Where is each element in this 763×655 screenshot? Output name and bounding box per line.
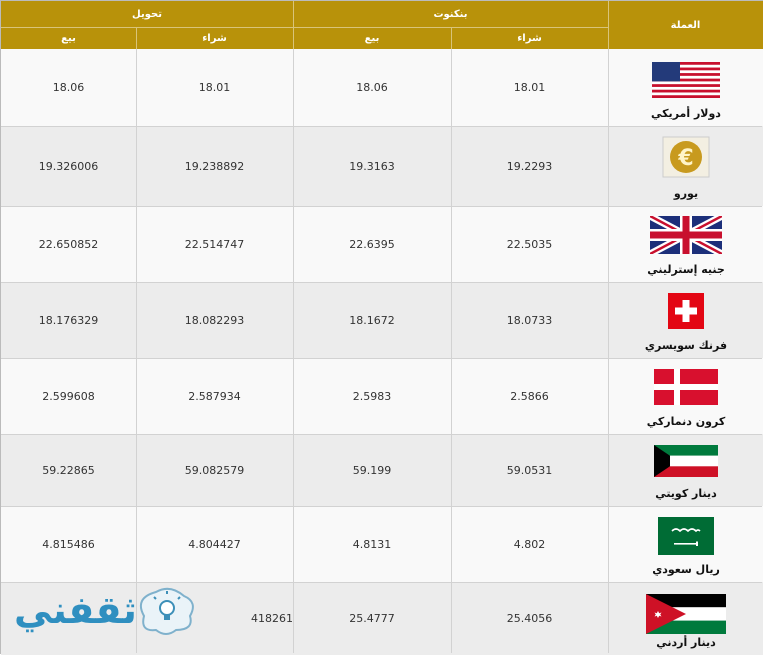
table-row: 19.326006 19.238892 19.3163 19.2293 € يو… xyxy=(1,126,763,206)
table-row: 18.176329 18.082293 18.1672 18.0733 فرنك… xyxy=(1,282,763,358)
currency-name: دينار كويتي xyxy=(655,487,717,500)
currency-name: دولار أمريكي xyxy=(651,107,721,120)
table-row: 59.22865 59.082579 59.199 59.0531 دينار … xyxy=(1,434,763,506)
currency-name: ريال سعودي xyxy=(652,563,720,576)
bank-sell-value: 18.1672 xyxy=(349,313,395,327)
transfer-buy-value: 4.804427 xyxy=(188,537,241,551)
table-row: 2.599608 2.587934 2.5983 2.5866 كرون دنم… xyxy=(1,358,763,434)
bank-buy-value: 18.01 xyxy=(513,81,546,94)
currency-cell: ريال سعودي xyxy=(609,506,763,582)
table-row: 18.06 18.01 18.06 18.01 دولار أمريكي xyxy=(1,49,763,126)
transfer-sell-value: 18.176329 xyxy=(38,313,99,327)
transfer-buy-value: 418261 xyxy=(251,612,293,625)
header-currency: العملة xyxy=(608,1,763,49)
bank-sell-value: 4.8131 xyxy=(352,537,392,551)
bank-buy-value: 4.802 xyxy=(513,537,546,551)
header-bank-buy: شراء xyxy=(451,27,608,49)
currency-name: كرون دنماركي xyxy=(646,415,726,428)
transfer-sell-value: 59.22865 xyxy=(42,463,95,477)
bank-buy-value: 59.0531 xyxy=(506,463,553,477)
denmark-flag-icon xyxy=(654,369,718,405)
kuwait-flag-icon xyxy=(654,445,718,477)
lightbulb-icon xyxy=(140,587,194,635)
bank-buy-value: 2.5866 xyxy=(510,389,549,403)
transfer-sell-value: 2.599608 xyxy=(42,389,95,403)
table-row: 4.815486 4.804427 4.8131 4.802 ريال سعود… xyxy=(1,506,763,582)
bank-buy-value: 25.4056 xyxy=(506,612,553,625)
currency-cell: كرون دنماركي xyxy=(609,358,763,434)
jordan-flag-icon xyxy=(646,594,726,634)
header-bank: بنكنوت xyxy=(293,1,608,27)
table-row: 22.650852 22.514747 22.6395 22.5035 جنيه… xyxy=(1,206,763,282)
bank-buy-value: 22.5035 xyxy=(506,237,553,251)
bank-sell-value: 25.4777 xyxy=(349,612,395,625)
currency-name: فرنك سويسري xyxy=(644,339,728,352)
bank-buy-value: 19.2293 xyxy=(506,159,553,173)
currency-cell: € يورو xyxy=(609,126,763,206)
transfer-sell-value: 22.650852 xyxy=(38,237,99,251)
transfer-buy-value: 59.082579 xyxy=(184,463,245,477)
transfer-buy-value: 2.587934 xyxy=(188,389,241,403)
bank-buy-value: 18.0733 xyxy=(506,313,553,327)
bank-sell-value: 18.06 xyxy=(356,81,388,94)
transfer-buy-value: 18.082293 xyxy=(184,313,245,327)
currency-name: يورو xyxy=(673,187,699,200)
transfer-sell-value: 18.06 xyxy=(52,81,85,94)
uk-flag-icon xyxy=(650,216,722,254)
header-transfer: تحويل xyxy=(1,1,293,27)
svg-text:€: € xyxy=(677,146,693,171)
transfer-buy-value: 19.238892 xyxy=(184,159,245,173)
transfer-sell-value: 19.326006 xyxy=(38,159,99,173)
header-transfer-buy: شراء xyxy=(136,27,293,49)
table-row: 418261 25.4777 25.4056 دينار أردني xyxy=(1,582,763,655)
transfer-sell-value: 4.815486 xyxy=(42,537,95,551)
transfer-buy-value: 18.01 xyxy=(198,81,231,94)
site-logo: ثقفني xyxy=(14,584,194,648)
transfer-buy-value: 22.514747 xyxy=(184,237,245,251)
currency-name: دينار أردني xyxy=(656,636,716,649)
us-flag-icon xyxy=(652,62,720,98)
currency-name: جنيه إسترليني xyxy=(647,263,725,276)
currency-cell: فرنك سويسري xyxy=(609,282,763,358)
logo-text: ثقفني xyxy=(14,588,138,632)
bank-sell-value: 2.5983 xyxy=(352,389,392,403)
bank-sell-value: 59.199 xyxy=(352,463,392,477)
header-transfer-sell: بيع xyxy=(1,27,136,49)
saudi-flag-icon xyxy=(658,517,714,555)
currency-cell: جنيه إسترليني xyxy=(609,206,763,282)
header-bank-sell: بيع xyxy=(293,27,451,49)
currency-cell: دينار أردني xyxy=(609,582,763,655)
currency-cell: دولار أمريكي xyxy=(609,49,763,126)
bank-sell-value: 19.3163 xyxy=(349,159,395,173)
currency-cell: دينار كويتي xyxy=(609,434,763,506)
euro-icon: € xyxy=(662,136,710,178)
swiss-flag-icon xyxy=(668,293,704,329)
bank-sell-value: 22.6395 xyxy=(349,237,395,251)
